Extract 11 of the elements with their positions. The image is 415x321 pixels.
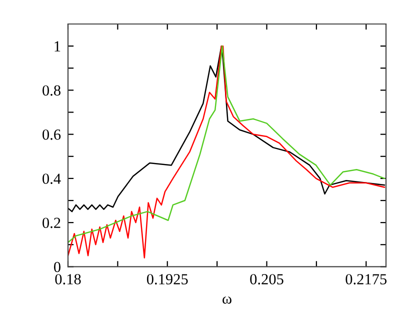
x-axis-title: ω <box>222 296 232 304</box>
x-tick-label: 0.2175 <box>346 274 387 284</box>
x-tick-label: 0.205 <box>250 274 284 284</box>
x-tick-label: 0.18 <box>55 274 81 284</box>
y-tick-label: 0.6 <box>42 129 61 140</box>
y-tick-label: 1 <box>54 41 60 52</box>
y-tick-label: 0.8 <box>42 85 60 96</box>
y-tick-label: 0.4 <box>42 174 61 184</box>
y-tick-label: 0.2 <box>42 218 60 228</box>
y-tick-label: 0 <box>54 262 60 272</box>
x-tick-label: 0.1925 <box>146 274 188 284</box>
